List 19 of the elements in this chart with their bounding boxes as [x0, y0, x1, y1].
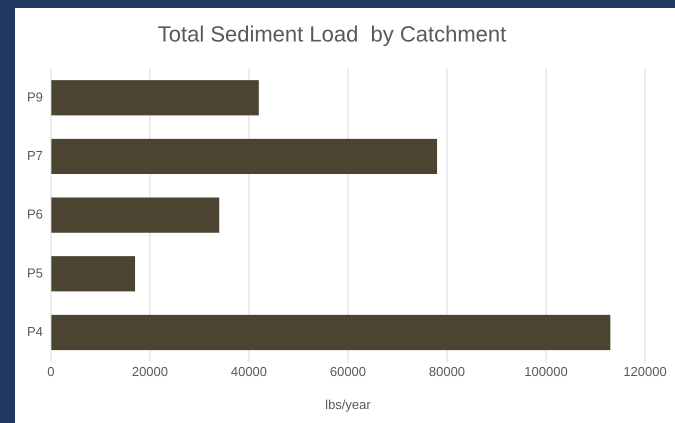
y-tick-label: P5: [26, 265, 43, 280]
bar: [51, 314, 610, 350]
x-axis-title: lbs/year: [325, 396, 372, 412]
x-tick-label: 20000: [132, 364, 168, 380]
y-tick-label: P4: [26, 324, 43, 340]
y-tick-label: P6: [26, 206, 43, 222]
bar: [51, 256, 136, 292]
x-tick-label: 120000: [623, 364, 667, 380]
x-tick-label: 40000: [230, 364, 268, 380]
chart-title: Total Sediment Load by Catchment: [158, 21, 506, 46]
x-tick-label: 60000: [330, 364, 366, 380]
x-tick-label: 80000: [428, 364, 466, 380]
y-tick-label: P7: [26, 148, 43, 163]
x-tick-label: 0: [47, 364, 55, 380]
y-tick-label: P9: [26, 89, 43, 104]
bar: [51, 80, 259, 116]
bar: [51, 138, 438, 174]
bar: [51, 197, 220, 233]
x-tick-label: 100000: [524, 364, 568, 380]
